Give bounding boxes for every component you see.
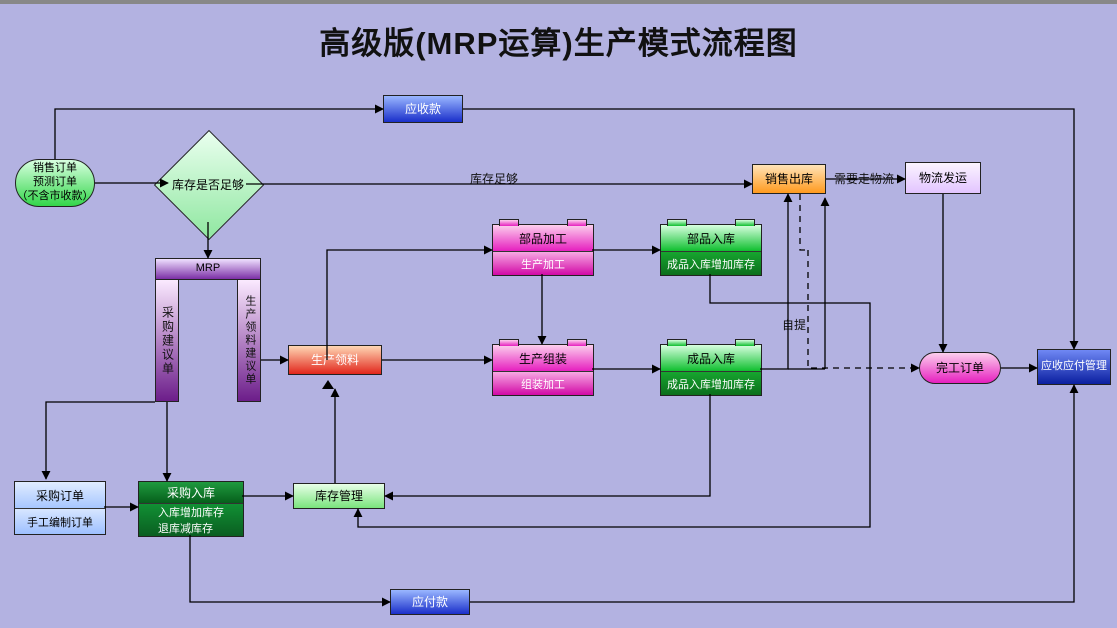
node-arap-mgmt-label: 应收应付管理: [1041, 360, 1107, 374]
top-rule: [0, 0, 1117, 4]
node-po: 采购订单 手工编制订单: [14, 481, 106, 535]
node-complete: 完工订单: [919, 352, 1001, 384]
edge-label-self-pick: 自提: [782, 316, 806, 333]
node-parts-in-sub: 成品入库增加库存: [661, 252, 761, 275]
node-po-sub: 手工编制订单: [15, 509, 105, 534]
node-mrp: MRP: [155, 258, 261, 280]
node-parts-proc: 部品加工 生产加工: [492, 224, 594, 276]
node-ar: 应收款: [383, 95, 463, 123]
node-parts-proc-hdr: 部品加工: [493, 225, 593, 252]
node-purch-in: 采购入库 入库增加库存 退库减库存: [138, 481, 244, 537]
node-sales-out: 销售出库: [752, 164, 826, 194]
node-purch-in-hdr: 采购入库: [139, 482, 243, 504]
node-assembly-hdr: 生产组装: [493, 345, 593, 372]
node-logistics-label: 物流发运: [919, 171, 967, 186]
node-mrp-left: 采购建议单: [155, 280, 179, 402]
node-arap-mgmt: 应收应付管理: [1037, 349, 1111, 385]
edge-label-stock-enough: 库存足够: [470, 170, 518, 187]
node-start-label: 销售订单 预测订单 （不含市收款）: [17, 162, 94, 203]
node-decision-label: 库存是否足够: [170, 146, 246, 222]
node-parts-in: 部品入库 成品入库增加库存: [660, 224, 762, 276]
node-inv-mgmt: 库存管理: [293, 483, 385, 509]
node-parts-proc-sub: 生产加工: [493, 252, 593, 275]
node-ar-label: 应收款: [405, 102, 441, 117]
node-start: 销售订单 预测订单 （不含市收款）: [15, 159, 95, 207]
node-po-hdr: 采购订单: [15, 482, 105, 509]
node-decision: 库存是否足够: [170, 146, 246, 222]
node-complete-label: 完工订单: [936, 361, 984, 376]
node-assembly: 生产组装 组装加工: [492, 344, 594, 396]
node-sales-out-label: 销售出库: [765, 172, 813, 187]
node-purch-in-sub: 入库增加库存 退库减库存: [139, 504, 243, 536]
node-finish-in: 成品入库 成品入库增加库存: [660, 344, 762, 396]
prod-pick-marker-icon: [322, 380, 334, 389]
page-title: 高级版(MRP运算)生产模式流程图: [0, 18, 1117, 63]
node-mrp-right: 生产领料建议单: [237, 280, 261, 402]
node-prod-pick: 生产领料: [288, 345, 382, 375]
node-parts-in-hdr: 部品入库: [661, 225, 761, 252]
node-assembly-sub: 组装加工: [493, 372, 593, 395]
node-ap: 应付款: [390, 589, 470, 615]
node-logistics: 物流发运: [905, 162, 981, 194]
node-finish-in-hdr: 成品入库: [661, 345, 761, 372]
node-mrp-label: MRP: [196, 262, 220, 276]
node-inv-mgmt-label: 库存管理: [315, 489, 363, 504]
edge-label-need-ship: 需要走物流: [834, 170, 894, 187]
node-mrp-left-label: 采购建议单: [160, 306, 175, 376]
node-ap-label: 应付款: [412, 595, 448, 610]
node-mrp-right-label: 生产领料建议单: [242, 295, 256, 386]
node-prod-pick-label: 生产领料: [311, 353, 359, 368]
node-finish-in-sub: 成品入库增加库存: [661, 372, 761, 395]
